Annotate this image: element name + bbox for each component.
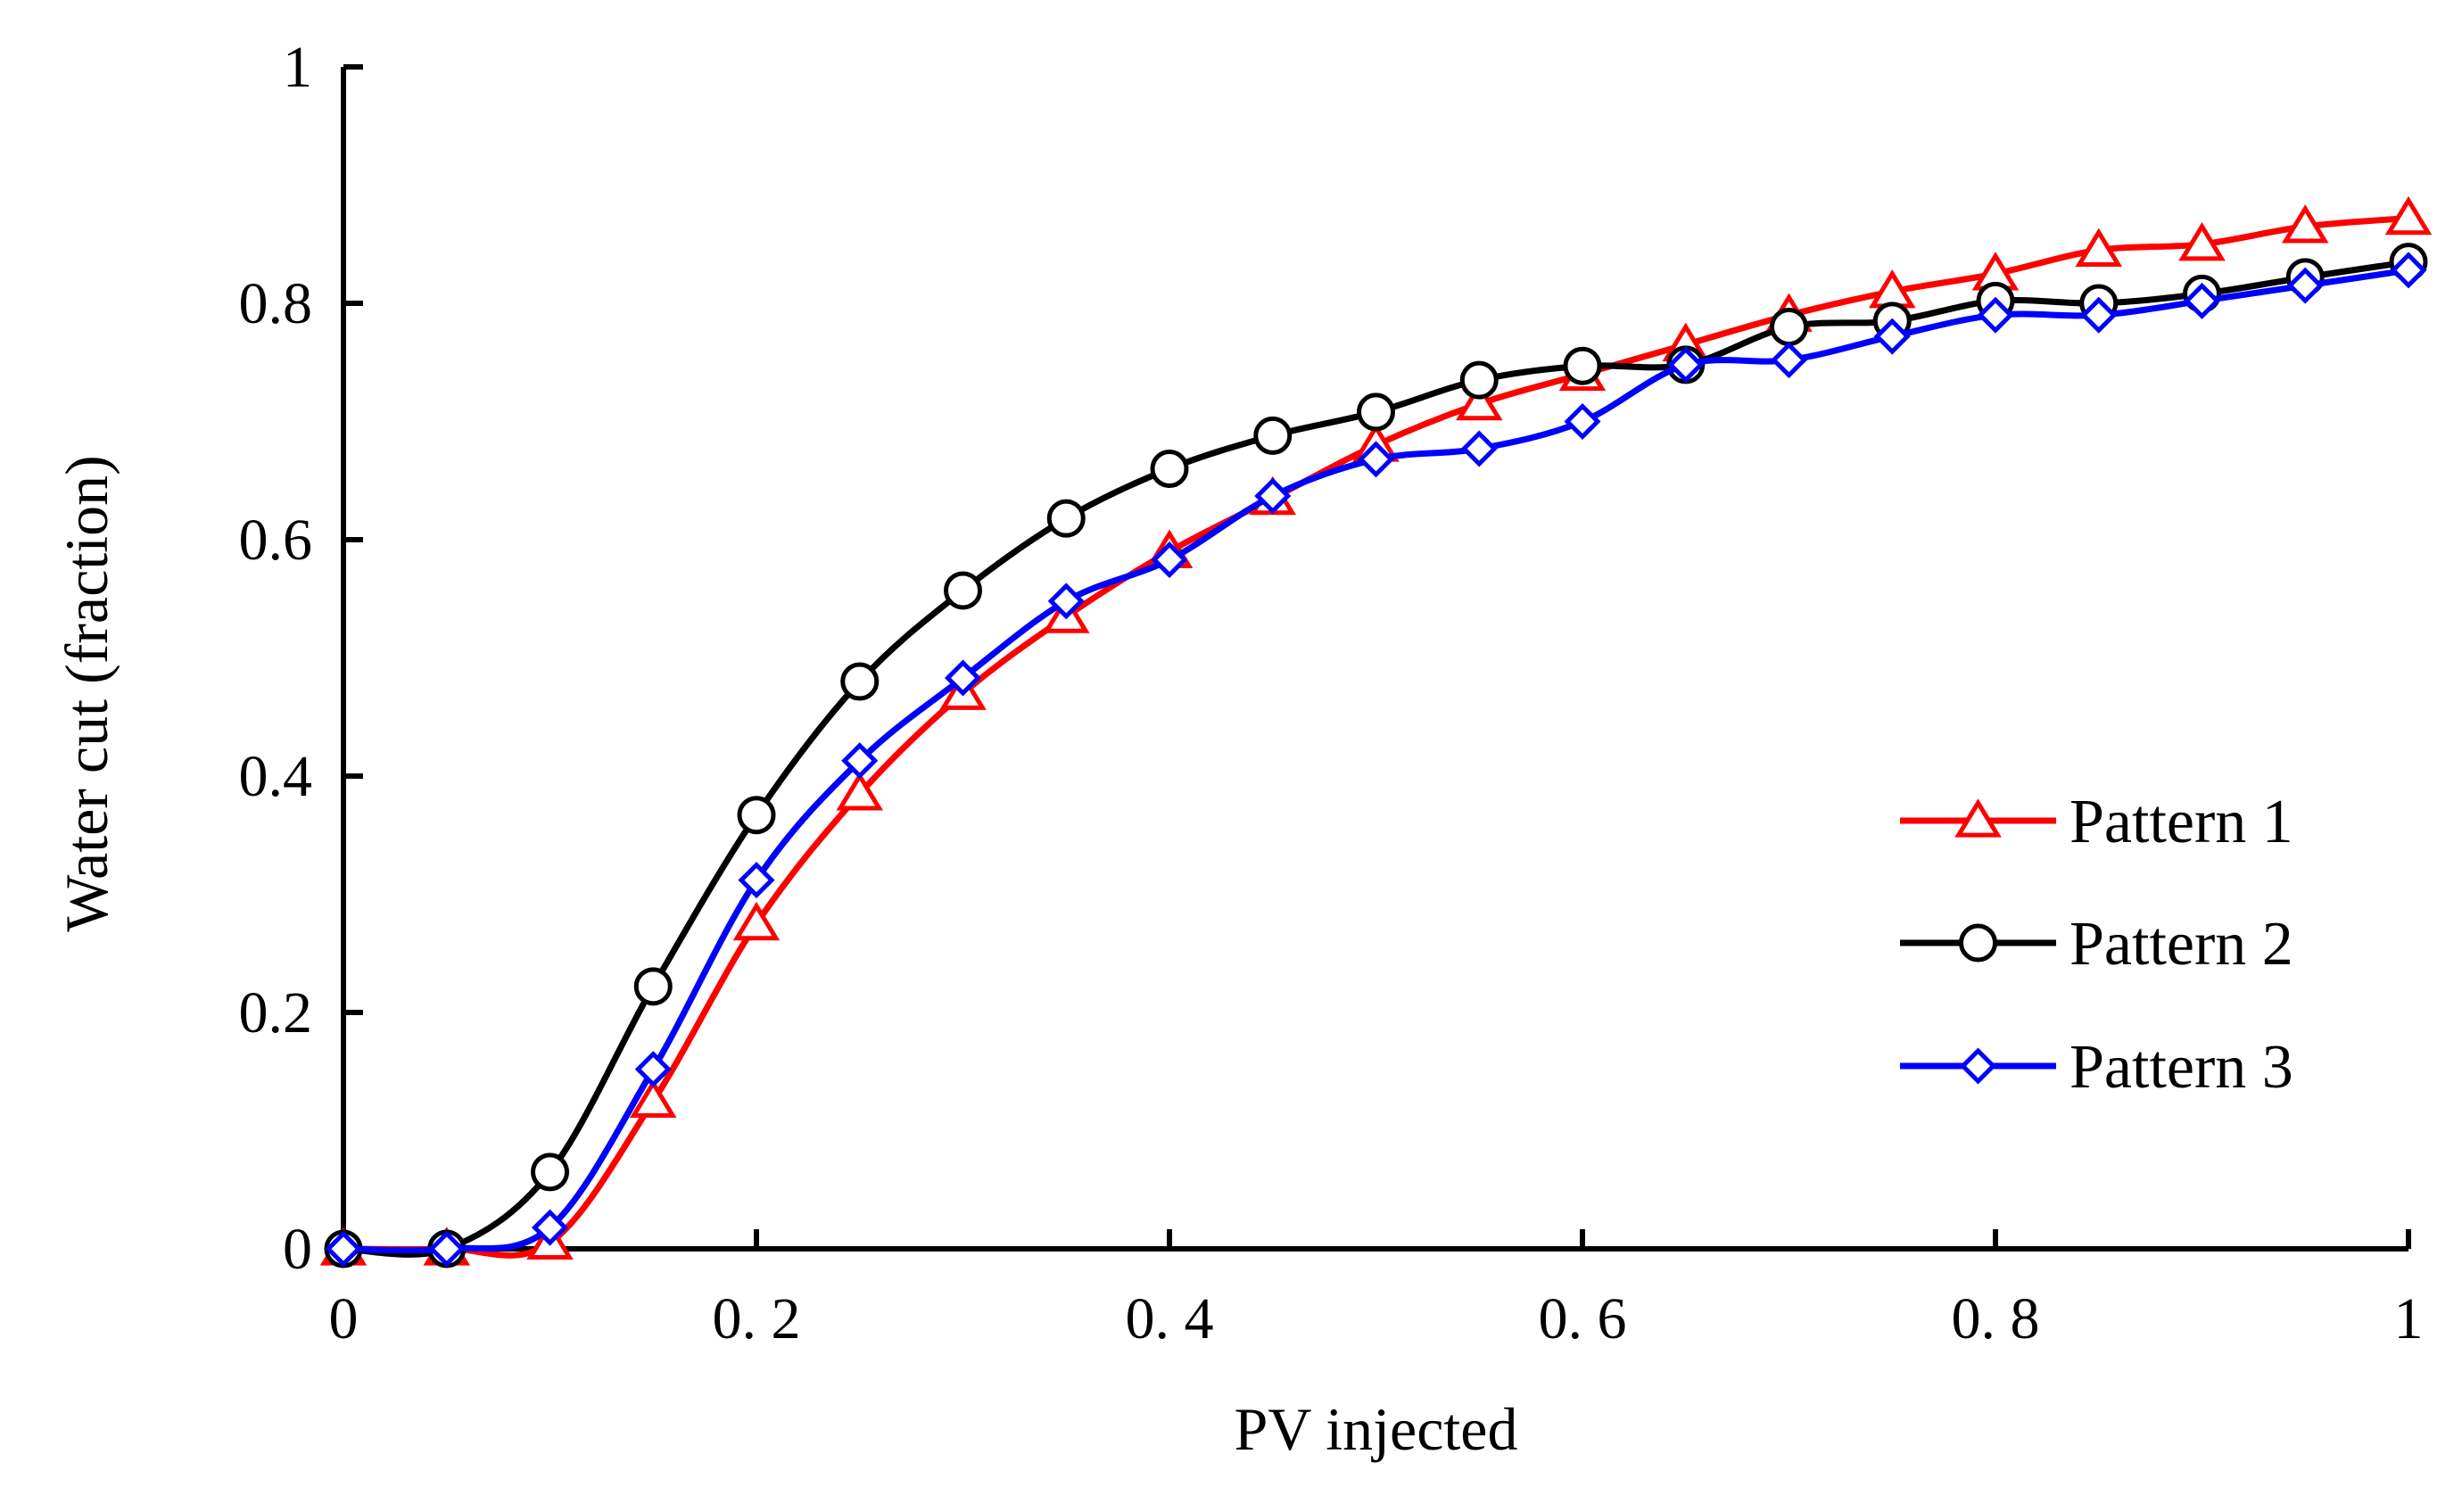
legend-label: Pattern 2: [2070, 910, 2293, 979]
series-layer: [319, 195, 2433, 1268]
legend-marker: [1959, 923, 1997, 963]
data-point: [2286, 267, 2324, 304]
x-tick-label: 0. 2: [713, 1286, 801, 1351]
data-point: [1667, 346, 1705, 384]
legend-entry-3: Pattern 3: [1900, 1033, 2293, 1102]
data-point: [1254, 477, 1292, 515]
x-axis-title: PV injected: [1235, 1395, 1518, 1463]
legend-label: Pattern 1: [2070, 788, 2293, 856]
data-point: [732, 901, 781, 941]
y-tick-label: 1: [283, 35, 312, 100]
data-point: [1455, 381, 1503, 421]
data-point: [1046, 499, 1086, 538]
data-point: [1253, 416, 1293, 455]
data-point: [840, 662, 880, 701]
y-tick-label: 0.6: [239, 508, 313, 573]
x-tick-label: 0. 6: [1539, 1286, 1627, 1351]
x-tick-label: 0. 8: [1952, 1286, 2040, 1351]
legend-marker: [1954, 798, 2002, 838]
legend-entry-1: Pattern 1: [1900, 788, 2293, 856]
data-point: [1357, 392, 1395, 432]
y-tick-label: 0.4: [239, 744, 313, 809]
data-point: [836, 772, 884, 811]
series-line: [340, 267, 2412, 1254]
data-point: [633, 967, 673, 1006]
data-point: [2178, 221, 2226, 261]
legend: Pattern 1 Pattern 2 Pattern 3: [1900, 788, 2293, 1102]
data-point: [2390, 252, 2427, 289]
series-3: [325, 252, 2427, 1268]
legend-label: Pattern 3: [2070, 1033, 2293, 1102]
data-point: [1873, 318, 1911, 355]
data-point: [531, 1209, 569, 1246]
data-point: [1977, 296, 2014, 334]
data-point: [1563, 346, 1602, 385]
data-point: [1150, 450, 1189, 488]
axes: 0 0.2 0.4 0.6 0.8 1 0 0. 2 0. 4 0. 6 0. 8 1: [239, 35, 2424, 1351]
data-point: [634, 1051, 672, 1088]
data-point: [1357, 441, 1395, 478]
y-tick-label: 0.8: [239, 271, 313, 336]
series-1: [319, 195, 2433, 1266]
data-point: [841, 742, 879, 780]
x-tick-label: 1: [2394, 1286, 2424, 1351]
data-point: [1770, 308, 1808, 346]
legend-entry-2: Pattern 2: [1900, 910, 2293, 979]
data-point: [2075, 227, 2123, 268]
y-tick-label: 0: [283, 1217, 312, 1282]
x-tick-label: 0: [329, 1286, 359, 1351]
x-tick-label: 0. 4: [1126, 1286, 1214, 1351]
data-point: [325, 1230, 362, 1268]
y-tick-label: 0.2: [239, 980, 313, 1045]
data-point: [2281, 204, 2329, 244]
data-point: [1047, 582, 1085, 620]
data-point: [428, 1230, 466, 1268]
data-point: [629, 1078, 677, 1119]
data-point: [531, 1153, 569, 1192]
legend-marker: [1959, 1047, 1997, 1085]
data-point: [1459, 360, 1499, 400]
data-point: [1564, 402, 1601, 441]
data-point: [738, 862, 775, 899]
data-point: [1151, 541, 1188, 579]
data-point: [1460, 430, 1498, 467]
data-point: [1770, 342, 1808, 379]
y-axis-title: Water cut (fraction): [53, 455, 120, 931]
data-point: [944, 659, 982, 697]
data-point: [2384, 195, 2433, 235]
data-point: [737, 796, 776, 835]
data-point: [2080, 296, 2118, 334]
data-point: [2183, 282, 2221, 319]
data-point: [944, 571, 982, 610]
